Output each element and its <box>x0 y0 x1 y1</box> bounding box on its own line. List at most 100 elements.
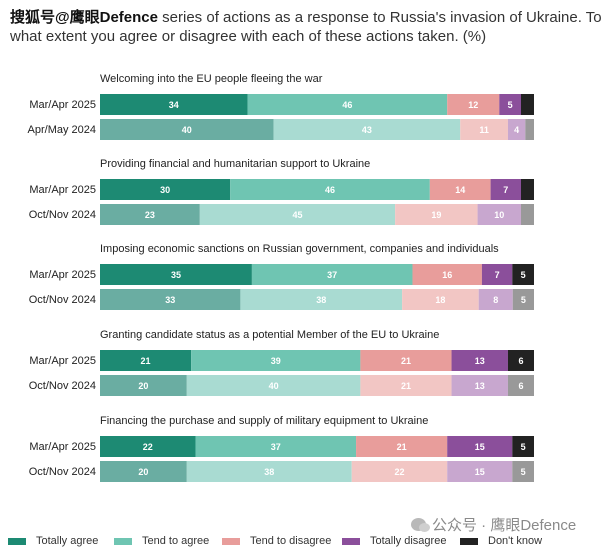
bar-segment-totally-disagree <box>451 350 508 371</box>
bar-segment-tend-to-agree <box>195 436 357 457</box>
data-label: 5 <box>521 467 526 477</box>
row-label: Oct/Nov 2024 <box>29 380 96 392</box>
data-label: 7 <box>495 270 500 280</box>
row-label: Mar/Apr 2025 <box>29 184 96 196</box>
bar-segment-dont-know <box>520 179 534 200</box>
bar-segment-tend-to-agree <box>191 350 361 371</box>
legend-item-dont-know: Don't know <box>460 535 542 547</box>
bar-segment-totally-agree <box>100 375 187 396</box>
row-label: Mar/Apr 2025 <box>29 355 96 367</box>
bar-segment-totally-agree <box>100 94 248 115</box>
group-title: Imposing economic sanctions on Russian g… <box>100 243 499 255</box>
bar-segment-tend-to-disagree <box>402 289 479 310</box>
row-label: Mar/Apr 2025 <box>29 99 96 111</box>
bar-segment-dont-know <box>520 94 534 115</box>
group-title: Granting candidate status as a potential… <box>100 329 439 341</box>
row-label: Mar/Apr 2025 <box>29 441 96 453</box>
data-label: 8 <box>493 295 498 305</box>
bar-segment-dont-know <box>507 350 534 371</box>
chart-legend: Totally agree Tend to agree Tend to disa… <box>8 535 608 549</box>
watermark-text: 公众号 · 鹰眼Defence <box>432 517 577 534</box>
data-label: 30 <box>160 185 170 195</box>
row-label: Oct/Nov 2024 <box>29 466 96 478</box>
bar-segment-totally-agree <box>100 119 274 140</box>
row-label: Oct/Nov 2024 <box>29 209 96 221</box>
data-label: 33 <box>165 295 175 305</box>
bar-segment-totally-disagree <box>477 204 521 225</box>
group-title: Financing the purchase and supply of mil… <box>100 415 428 427</box>
data-label: 13 <box>475 356 485 366</box>
bar-segment-tend-to-disagree <box>412 264 482 285</box>
bar-segment-tend-to-agree <box>247 94 448 115</box>
bar-segment-dont-know <box>520 204 534 225</box>
question-body: series of actions as a response to Russi… <box>10 9 602 45</box>
bar-segment-tend-to-agree <box>186 461 352 482</box>
bar-segment-totally-agree <box>100 461 187 482</box>
data-label: 37 <box>327 270 337 280</box>
legend-item-tend-to-disagree: Tend to disagree <box>222 535 331 547</box>
data-label: 35 <box>171 270 181 280</box>
legend-swatch <box>342 537 360 545</box>
bar-segment-totally-disagree <box>451 375 508 396</box>
data-label: 16 <box>442 270 452 280</box>
legend-label: Tend to disagree <box>250 535 332 547</box>
wechat-watermark: 公众号 · 鹰眼Defence <box>411 514 576 535</box>
data-label: 22 <box>143 442 153 452</box>
bar-segment-totally-disagree <box>507 119 526 140</box>
question-text: 搜狐号@鹰眼Defence series of actions as a res… <box>10 8 608 46</box>
data-label: 13 <box>475 381 485 391</box>
wechat-icon <box>411 518 430 532</box>
bar-segment-totally-agree <box>100 179 231 200</box>
bar-segment-totally-disagree <box>490 179 521 200</box>
bar-segment-totally-disagree <box>478 289 513 310</box>
legend-item-tend-to-agree: Tend to agree <box>114 535 209 547</box>
data-label: 37 <box>271 442 281 452</box>
data-label: 15 <box>475 442 485 452</box>
data-label: 5 <box>521 270 526 280</box>
data-label: 5 <box>521 295 526 305</box>
bar-segment-tend-to-disagree <box>360 375 452 396</box>
data-label: 20 <box>138 381 148 391</box>
data-label: 38 <box>316 295 326 305</box>
data-label: 18 <box>435 295 445 305</box>
data-label: 4 <box>514 125 519 135</box>
bar-segment-totally-disagree <box>447 461 513 482</box>
data-label: 46 <box>325 185 335 195</box>
data-label: 45 <box>292 210 302 220</box>
legend-swatch <box>114 537 132 545</box>
data-label: 7 <box>503 185 508 195</box>
group-title: Providing financial and humanitarian sup… <box>100 158 370 170</box>
watermark-prefix: 搜狐号@鹰眼Defence <box>10 9 158 26</box>
legend-label: Don't know <box>488 535 543 547</box>
bar-segment-tend-to-agree <box>199 204 396 225</box>
data-label: 40 <box>182 125 192 135</box>
legend-label: Totally disagree <box>370 535 447 547</box>
legend-item-totally-disagree: Totally disagree <box>342 535 446 547</box>
bar-segment-totally-disagree <box>499 94 521 115</box>
bar-segment-totally-disagree <box>481 264 513 285</box>
legend-label: Tend to agree <box>142 535 210 547</box>
row-label: Mar/Apr 2025 <box>29 269 96 281</box>
bar-segment-tend-to-disagree <box>447 94 500 115</box>
bar-segment-tend-to-disagree <box>356 436 448 457</box>
data-label: 21 <box>401 356 411 366</box>
data-label: 21 <box>401 381 411 391</box>
legend-swatch <box>460 537 478 545</box>
data-label: 40 <box>269 381 279 391</box>
data-label: 23 <box>145 210 155 220</box>
data-label: 39 <box>271 356 281 366</box>
bar-segment-totally-agree <box>100 264 252 285</box>
bar-segment-totally-agree <box>100 289 241 310</box>
data-label: 19 <box>431 210 441 220</box>
data-label: 5 <box>508 100 513 110</box>
bar-segment-tend-to-agree <box>251 264 413 285</box>
bar-segment-tend-to-disagree <box>360 350 452 371</box>
row-label: Apr/May 2024 <box>28 124 96 136</box>
bar-segment-tend-to-agree <box>273 119 461 140</box>
bar-segment-dont-know <box>512 264 534 285</box>
bar-segment-tend-to-disagree <box>395 204 478 225</box>
legend-item-totally-agree: Totally agree <box>8 535 98 547</box>
bar-segment-tend-to-agree <box>230 179 430 200</box>
legend-swatch <box>222 537 240 545</box>
